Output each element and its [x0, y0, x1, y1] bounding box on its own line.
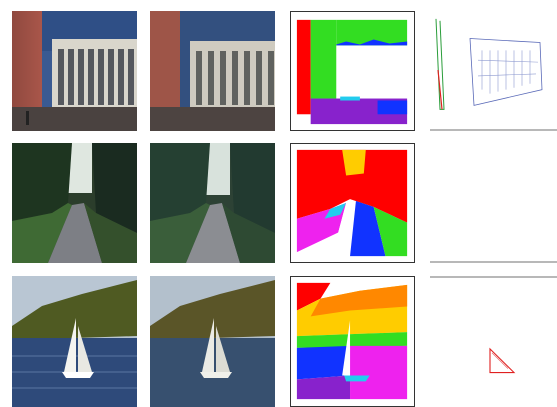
sailboat-original-image	[12, 276, 137, 407]
sailboat-edges-image	[430, 276, 557, 407]
forest-path-segmentation-image	[290, 143, 415, 263]
building-segmentation-image	[290, 11, 415, 131]
forest-path-original-image	[12, 143, 137, 263]
sailboat-smoothed-image	[150, 276, 275, 407]
forest-path-edges-image	[430, 143, 557, 263]
sailboat-segmentation-image	[290, 276, 415, 407]
building-original-image	[12, 11, 137, 131]
forest-path-smoothed-image	[150, 143, 275, 263]
building-edges-image	[430, 11, 557, 131]
building-smoothed-image	[150, 11, 275, 131]
